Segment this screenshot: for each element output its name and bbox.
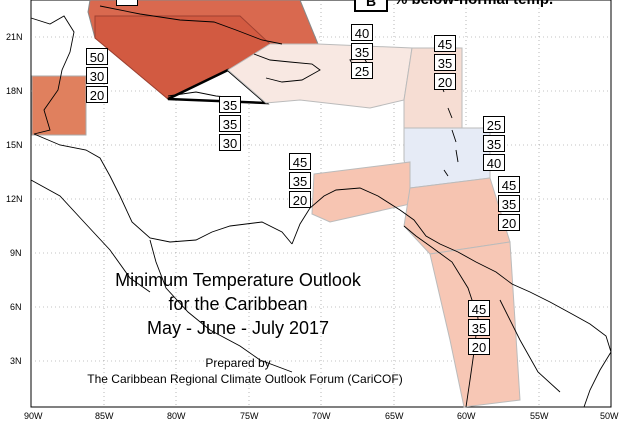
lat-label-21: 21N [6, 32, 23, 42]
windward-prob-below: 25 [483, 116, 505, 133]
cuba-prob-box [116, 0, 138, 6]
map-title-line3: May - June - July 2017 [146, 318, 330, 338]
guianas-prob-normal: 35 [468, 319, 490, 336]
belize-prob-above: 20 [86, 86, 108, 103]
lat-label-18: 18N [6, 86, 23, 96]
abc-prob-above: 20 [289, 191, 311, 208]
credit-line2: The Caribbean Regional Climate Outlook F… [87, 372, 403, 386]
abc-prob-normal: 35 [289, 172, 311, 189]
lat-label-9: 9N [10, 248, 22, 258]
jamaica-prob-below: 35 [219, 96, 241, 113]
lon-label-85: 85W [95, 411, 114, 421]
region-windward [403, 127, 491, 189]
region-belize [31, 75, 87, 136]
guianas-prob-below: 45 [468, 300, 490, 317]
guianas-prob-above: 20 [468, 338, 490, 355]
windward-prob-above: 40 [483, 154, 505, 171]
map-title-line2: for the Caribbean [168, 294, 308, 314]
lon-label-90: 90W [24, 411, 43, 421]
lon-label-55: 55W [530, 411, 549, 421]
lat-label-3: 3N [10, 356, 22, 366]
abc-prob-below: 45 [289, 153, 311, 170]
map-title-line1: Minimum Temperature Outlook [115, 270, 361, 290]
leeward-prob-above: 20 [434, 73, 456, 90]
hispaniola-prob-normal: 35 [351, 43, 373, 60]
trinidad-prob-above: 20 [498, 214, 520, 231]
trinidad-prob-below: 45 [498, 176, 520, 193]
axis-labels: 21N 18N 15N 12N 9N 6N 3N 90W 85W 80W 75W… [6, 32, 619, 421]
credit-line1: Prepared by [205, 356, 271, 370]
legend-key-box: B [354, 0, 388, 12]
lon-label-50: 50W [600, 411, 619, 421]
lon-label-75: 75W [240, 411, 259, 421]
region-abc [311, 161, 411, 223]
windward-prob-normal: 35 [483, 135, 505, 152]
lon-label-80: 80W [167, 411, 186, 421]
jamaica-prob-normal: 35 [219, 115, 241, 132]
lat-label-12: 12N [6, 194, 23, 204]
leeward-prob-below: 45 [434, 35, 456, 52]
lon-label-60: 60W [457, 411, 476, 421]
belize-prob-normal: 30 [86, 67, 108, 84]
lon-label-70: 70W [312, 411, 331, 421]
jamaica-prob-above: 30 [219, 134, 241, 151]
hispaniola-prob-above: 25 [351, 62, 373, 79]
hispaniola-prob-below: 40 [351, 24, 373, 41]
leeward-prob-normal: 35 [434, 54, 456, 71]
legend-key-text: % below-normal temp. [394, 0, 553, 8]
lat-label-6: 6N [10, 302, 22, 312]
belize-prob-below: 50 [86, 48, 108, 65]
trinidad-prob-normal: 35 [498, 195, 520, 212]
lat-label-15: 15N [6, 140, 23, 150]
lon-label-65: 65W [385, 411, 404, 421]
